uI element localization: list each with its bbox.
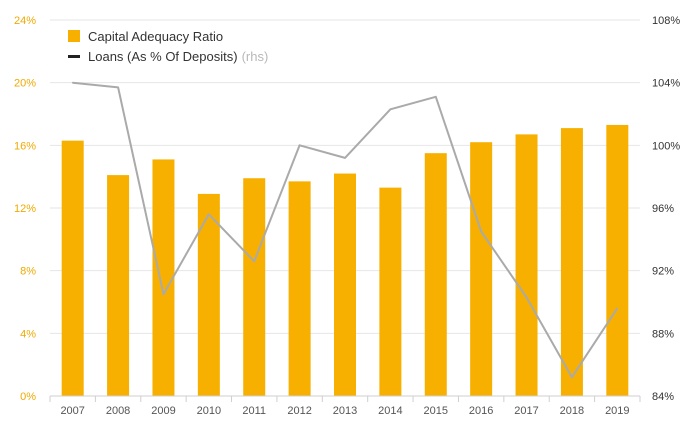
line-point: [208, 213, 210, 216]
bar: [107, 175, 130, 396]
line-point: [389, 108, 392, 111]
x-tick-label: 2007: [60, 405, 84, 417]
right-tick-label: 96%: [652, 203, 674, 215]
bar: [152, 159, 175, 396]
legend: Capital Adequacy Ratio Loans (As % Of De…: [68, 26, 268, 66]
left-tick-label: 4%: [20, 328, 36, 340]
x-tick-label: 2017: [514, 405, 538, 417]
bar: [424, 153, 447, 396]
right-tick-label: 104%: [652, 78, 680, 90]
x-tick-label: 2011: [242, 405, 266, 417]
bar: [515, 134, 538, 396]
legend-item-loans: Loans (As % Of Deposits) (rhs): [68, 46, 268, 66]
bar: [197, 193, 220, 396]
x-tick-label: 2019: [605, 405, 629, 417]
x-tick-label: 2012: [287, 405, 311, 417]
bar: [379, 187, 402, 396]
right-tick-label: 88%: [652, 328, 674, 340]
line-point: [616, 307, 619, 310]
x-tick-label: 2016: [469, 405, 493, 417]
line-point: [71, 81, 74, 84]
left-tick-label: 24%: [14, 15, 36, 27]
x-axis: 2007 2008 2009 2010 2011 2012 2013 2014 2015 2016…: [49, 395, 641, 417]
legend-item-capital-adequacy: Capital Adequacy Ratio: [68, 26, 268, 46]
x-tick-label: 2009: [151, 405, 175, 417]
x-tick-label: 2010: [197, 405, 221, 417]
legend-rhs-note: (rhs): [241, 48, 269, 64]
right-axis: 84% 88% 92% 96% 100% 104% 108%: [652, 15, 680, 403]
line-point: [480, 230, 482, 233]
right-tick-label: 84%: [652, 391, 674, 403]
bar-series: [61, 124, 629, 396]
x-tick-label: 2013: [333, 405, 357, 417]
left-tick-label: 8%: [20, 266, 36, 278]
line-point: [434, 95, 437, 98]
line-point: [571, 376, 573, 379]
bar: [560, 128, 583, 396]
legend-label-line: Loans (As % Of Deposits): [88, 48, 238, 64]
x-tick-label: 2018: [560, 405, 584, 417]
x-tick-label: 2014: [378, 405, 402, 417]
line-point: [253, 260, 256, 263]
bar: [61, 140, 84, 396]
left-tick-label: 20%: [14, 78, 36, 90]
x-tick-label: 2008: [106, 405, 130, 417]
line-point: [298, 144, 301, 147]
line-point: [117, 86, 119, 89]
x-tick-label: 2015: [424, 405, 448, 417]
line-point: [162, 293, 165, 295]
right-tick-label: 100%: [652, 140, 680, 152]
right-tick-label: 92%: [652, 266, 674, 278]
line-series: [71, 81, 619, 379]
legend-swatch-bar: [68, 30, 80, 42]
bar: [243, 178, 266, 396]
left-tick-label: 16%: [14, 140, 36, 152]
left-tick-label: 12%: [14, 203, 36, 215]
right-tick-label: 108%: [652, 15, 680, 27]
line-point: [525, 296, 528, 299]
bar: [288, 181, 311, 396]
line-point: [344, 157, 346, 159]
bar: [606, 124, 629, 396]
left-axis: 0% 4% 8% 12% 16% 20% 24%: [14, 15, 36, 403]
bar: [334, 173, 356, 396]
legend-label-bar: Capital Adequacy Ratio: [88, 28, 224, 44]
bar: [470, 142, 493, 396]
legend-swatch-line: [68, 54, 80, 58]
left-tick-label: 0%: [20, 391, 36, 403]
